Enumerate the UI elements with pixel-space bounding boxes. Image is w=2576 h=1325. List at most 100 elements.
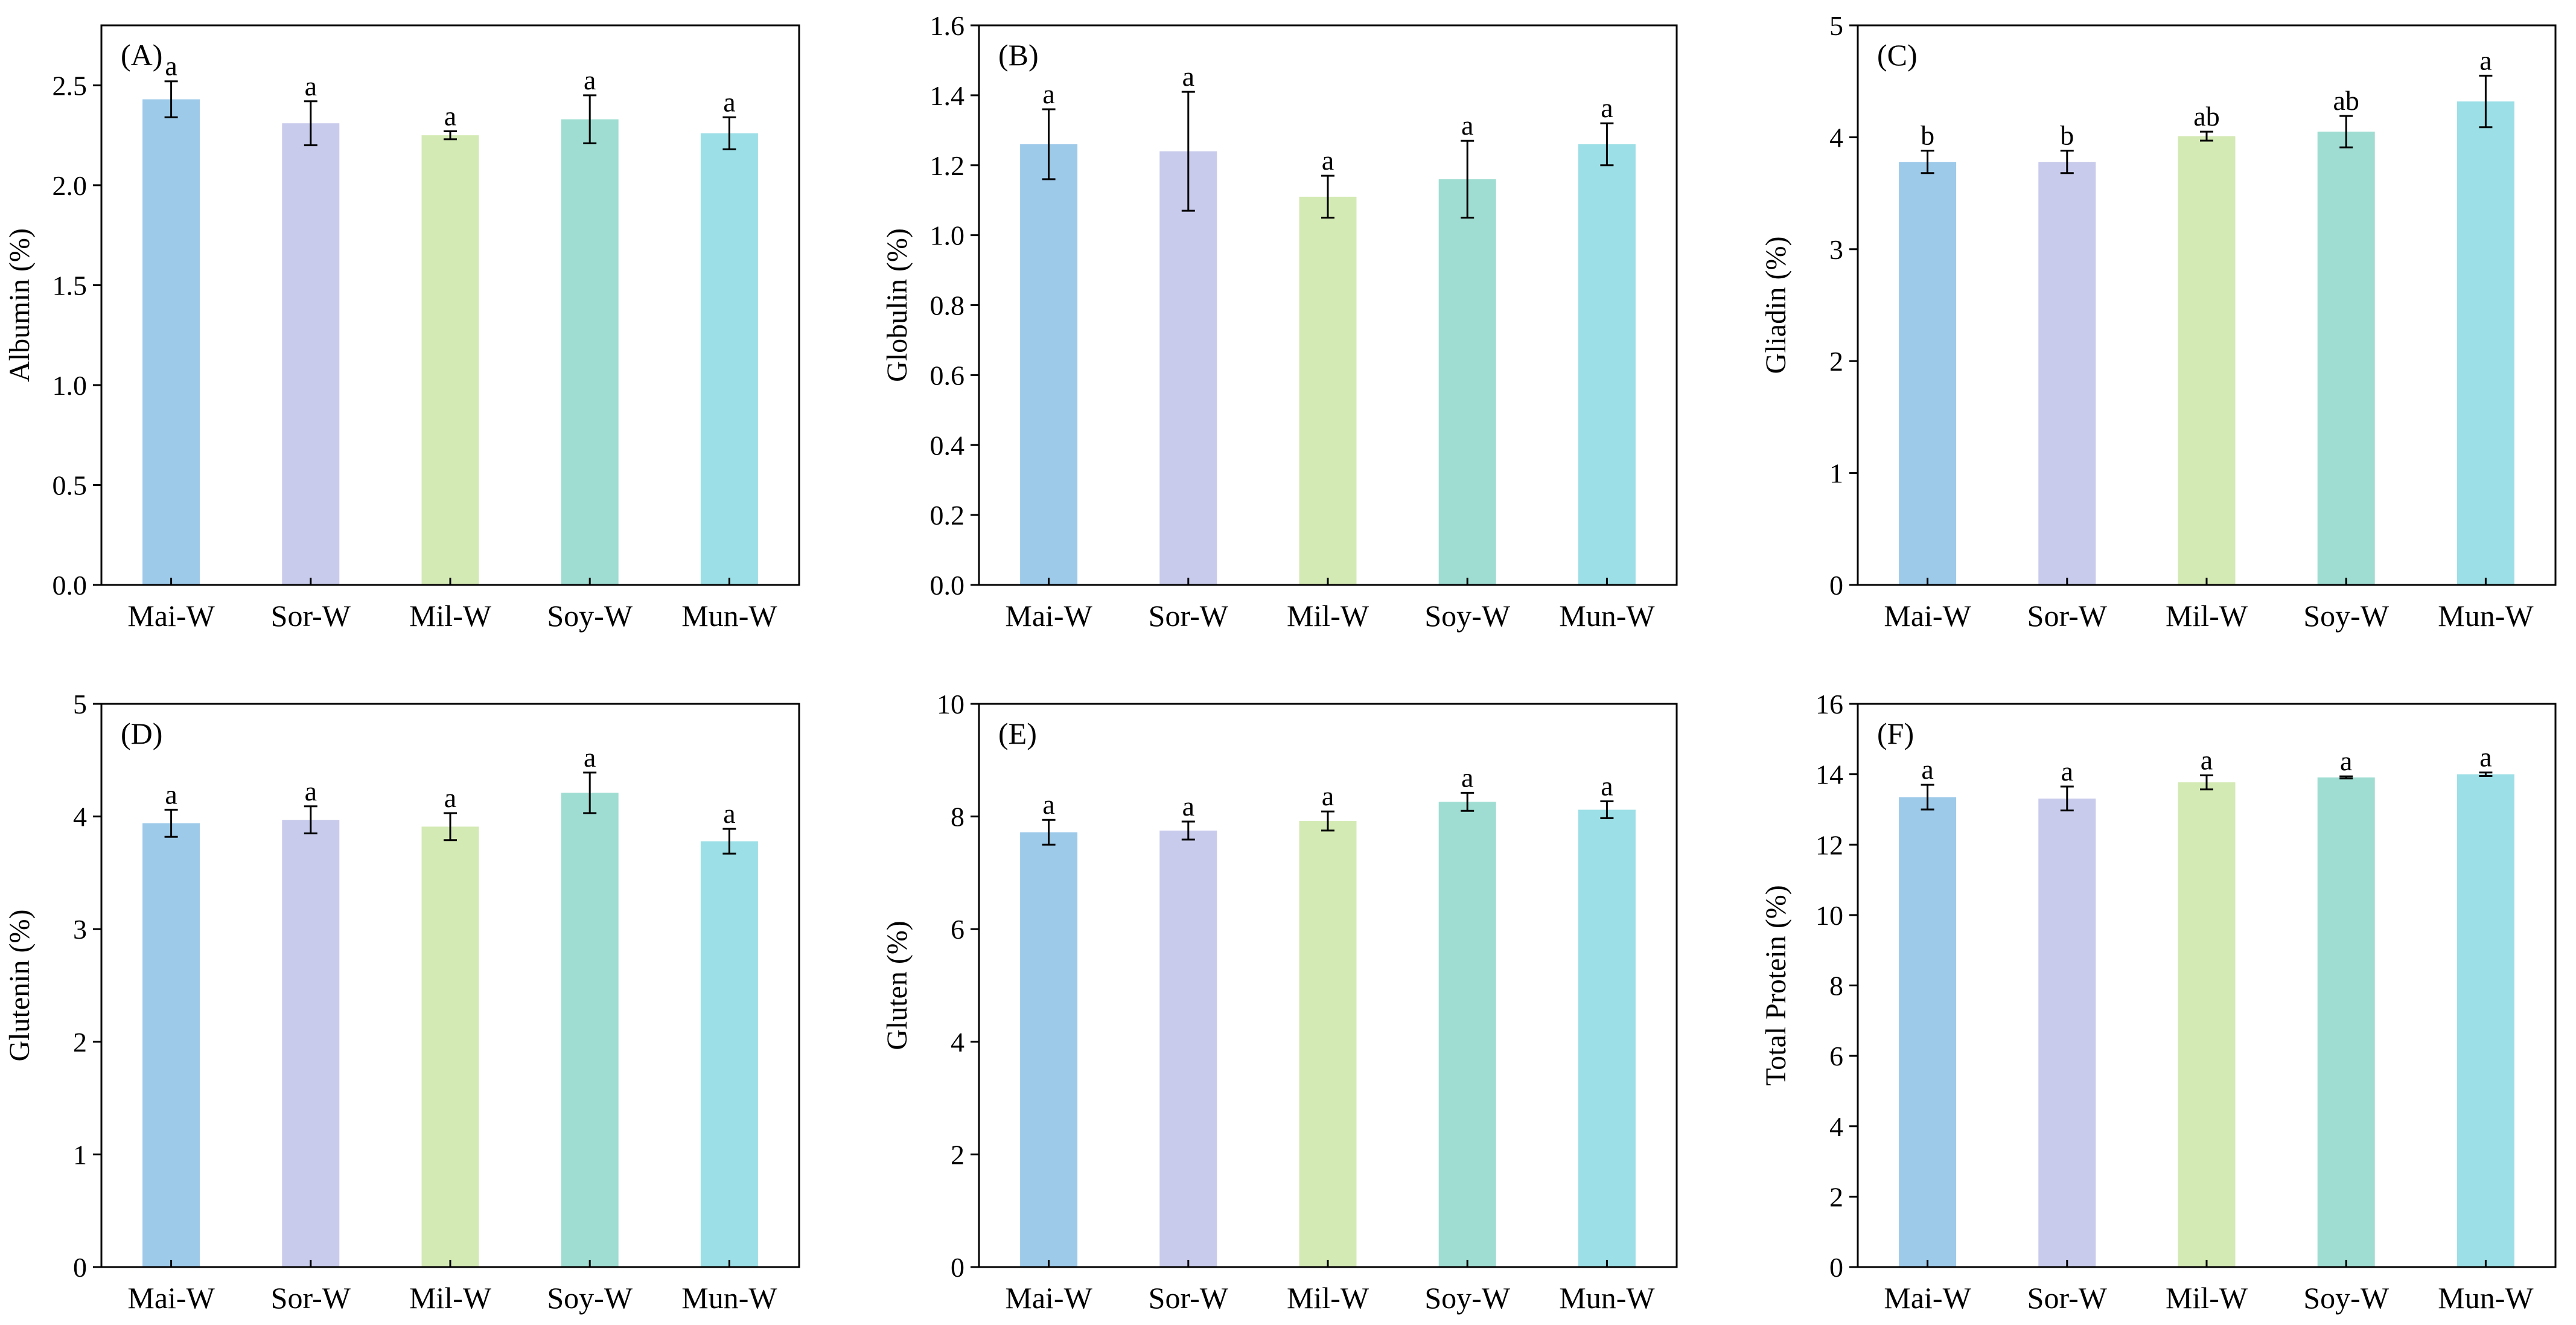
significance-letter: a (165, 51, 177, 81)
significance-letter: a (1042, 789, 1054, 820)
bar-mil-w (1299, 196, 1357, 585)
bar-mil-w (421, 135, 479, 585)
significance-letter: a (2479, 45, 2492, 75)
bar-mai-w (1020, 144, 1078, 586)
x-tick-label: Sor-W (1149, 599, 1229, 633)
error-bar-sor-w (304, 805, 317, 835)
significance-letter: a (165, 779, 177, 809)
significance-letter: a (1182, 61, 1194, 92)
y-tick-label: 2 (951, 1139, 964, 1170)
panel-a: a Mai-W a Sor-W a Mil-W a Soy-W a Mun-W 0.0 0.5 1.0 1… (4, 24, 800, 633)
bar-mai-w (142, 823, 200, 1267)
y-tick-label: 0.0 (930, 570, 965, 601)
y-axis-title: Total Protein (%) (1760, 885, 1792, 1086)
bar-sor-w (282, 123, 340, 586)
significance-letter: a (444, 782, 456, 813)
error-bar-mil-w (2200, 774, 2213, 791)
panel-c: b Mai-W b Sor-W ab Mil-W ab Soy-W a Mun-W 0 1 2 3 4 5 Gl… (1760, 10, 2557, 633)
significance-letter: a (1921, 754, 1933, 785)
significance-letter: a (305, 776, 317, 806)
x-tick-label: Soy-W (547, 1281, 633, 1315)
plot-frame (1857, 703, 2557, 1268)
bar-soy-w (1438, 179, 1496, 585)
significance-letter: a (2061, 756, 2073, 787)
x-tick-label: Mil-W (2166, 599, 2248, 633)
error-bar-mai-w (164, 808, 178, 838)
error-bar-mai-w (1042, 108, 1056, 180)
y-tick-label: 16 (1816, 689, 1843, 720)
significance-letter: a (305, 71, 317, 101)
x-tick-label: Mun-W (681, 599, 777, 633)
error-bar-soy-w (583, 94, 597, 144)
error-bar-sor-w (2060, 785, 2074, 812)
y-tick-label: 12 (1816, 829, 1843, 860)
error-bar-mil-w (444, 812, 457, 841)
error-bar-soy-w (583, 771, 597, 814)
plot-frame (100, 24, 800, 586)
bar-mun-w (1578, 809, 1636, 1267)
error-bar-mun-w (1600, 122, 1614, 167)
y-tick-label: 6 (951, 914, 964, 945)
y-tick-label: 3 (1829, 234, 1843, 265)
significance-letter: a (1322, 145, 1334, 176)
y-tick-label: 8 (1829, 971, 1843, 1001)
y-tick-label: 5 (73, 689, 87, 720)
error-bar-mun-w (1600, 800, 1614, 819)
error-bar-soy-w (1461, 139, 1475, 219)
y-tick-label: 2.5 (53, 70, 88, 101)
y-axis-title: Gliadin (%) (1760, 237, 1792, 374)
error-bar-mai-w (1921, 784, 1934, 811)
y-tick-label: 14 (1816, 759, 1843, 790)
bar-mil-w (421, 826, 479, 1267)
x-tick-label: Mun-W (681, 1281, 777, 1315)
y-tick-label: 0.0 (53, 570, 88, 601)
x-tick-label: Mun-W (1559, 599, 1655, 633)
y-tick-label: 0 (1829, 1252, 1843, 1283)
bar-soy-w (561, 119, 619, 585)
bar-mil-w (1299, 821, 1357, 1267)
y-tick-label: 0 (1829, 570, 1843, 601)
error-bar-mun-w (2479, 771, 2493, 777)
panel-label: (E) (998, 717, 1037, 750)
bar-mun-w (1578, 144, 1636, 586)
y-tick-label: 4 (1829, 1111, 1843, 1142)
significance-letter: b (2060, 120, 2074, 151)
bar-mun-w (700, 133, 758, 585)
x-tick-label: Soy-W (1424, 1281, 1510, 1315)
y-tick-label: 2 (1829, 1181, 1843, 1212)
plot-frame (100, 703, 800, 1268)
bar-mil-w (2178, 782, 2236, 1267)
bar-soy-w (1438, 802, 1496, 1267)
x-tick-label: Mai-W (1884, 599, 1971, 633)
x-tick-label: Soy-W (1424, 599, 1510, 633)
error-bar-sor-w (2060, 150, 2074, 174)
y-tick-label: 4 (951, 1027, 964, 1058)
significance-letter: a (1461, 110, 1473, 141)
plot-frame (978, 24, 1678, 586)
y-tick-label: 0.2 (930, 500, 965, 531)
significance-letter: a (584, 65, 596, 95)
x-tick-label: Mun-W (2438, 599, 2534, 633)
panel-label: (B) (998, 38, 1039, 72)
panel-label: (F) (1877, 717, 1914, 750)
x-tick-label: Sor-W (1149, 1281, 1229, 1315)
y-tick-label: 10 (937, 689, 964, 720)
x-tick-label: Mil-W (409, 1281, 492, 1315)
y-tick-label: 0 (951, 1252, 964, 1283)
y-tick-label: 2 (1829, 346, 1843, 377)
y-axis-title: Glutenin (%) (4, 910, 36, 1062)
y-tick-label: 1.6 (930, 10, 965, 41)
bar-sor-w (2038, 798, 2096, 1267)
bar-mai-w (1899, 797, 1957, 1267)
y-tick-label: 2 (73, 1027, 87, 1058)
y-tick-label: 5 (1829, 10, 1843, 41)
error-bar-mil-w (2200, 130, 2213, 142)
error-bar-sor-w (1181, 820, 1195, 841)
significance-letter: a (1601, 770, 1613, 801)
error-bar-mil-w (1321, 810, 1334, 832)
panel-label: (D) (121, 717, 162, 750)
bar-mai-w (1899, 162, 1957, 585)
bar-mil-w (2178, 136, 2236, 585)
error-bar-mil-w (1321, 174, 1334, 219)
